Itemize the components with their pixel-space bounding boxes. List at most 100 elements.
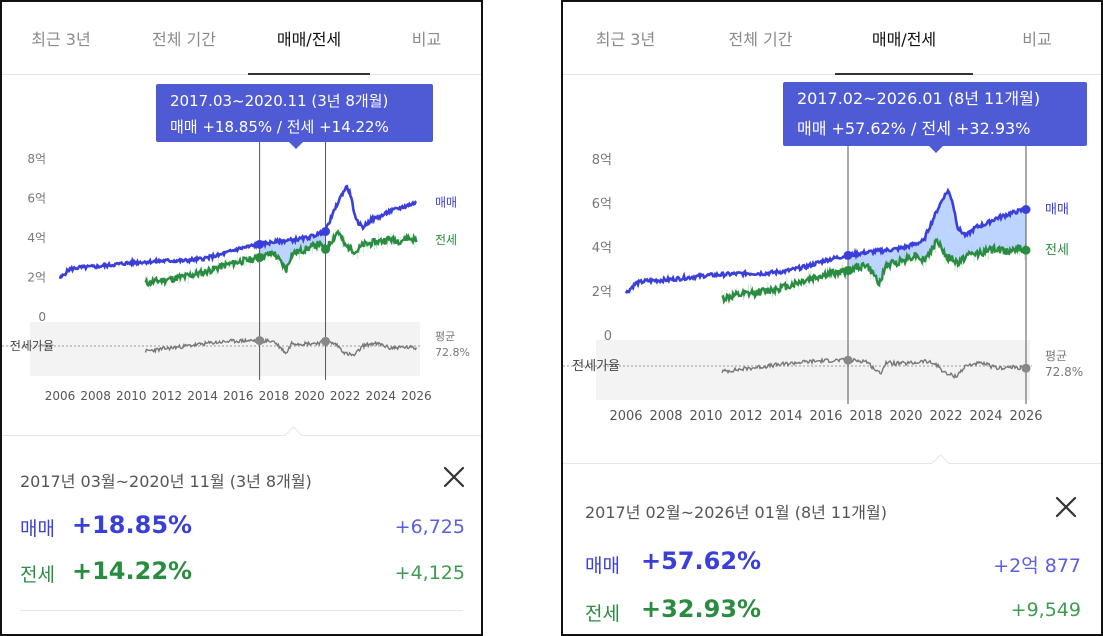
tooltip-period: 2017.03~2020.11 (3년 8개월) [170,92,388,110]
tab-all-period[interactable]: 전체 기간 [688,2,833,74]
x-tick-label: 2018 [849,409,882,424]
y-tick-label: 8억 [592,153,612,168]
close-icon[interactable] [1053,494,1079,520]
x-tick-label: 2006 [609,409,642,424]
price-chart-svg[interactable]: 8억 6억 4억 2억 0 전세가율 2006 2008 2010 2012 2014 2016 201… [563,74,1101,462]
x-tick-label: 2024 [969,409,1002,424]
jeonse-point-marker [255,253,265,263]
tab-recent-3y[interactable]: 최근 3년 [2,2,120,74]
price-chart-svg[interactable]: 8억 6억 4억 2억 0 전세가율 2006 2008 2010 2012 2014 2016 201… [2,74,481,434]
close-icon[interactable] [441,464,467,490]
tooltip-period: 2017.02~2026.01 (8년 11개월) [797,89,1040,108]
x-tick-label: 2008 [80,389,111,403]
tab-label: 최근 3년 [595,30,656,49]
selection-gap-fill [259,231,326,270]
sale-series-line [624,187,1027,294]
tab-compare[interactable]: 비교 [370,2,481,74]
sale-change-percent: +18.85% [72,511,193,539]
jeonse-point-marker [1021,245,1031,255]
tab-label: 전체 기간 [152,30,216,49]
x-tick-label: 2014 [187,389,218,403]
selection-gap-fill [848,190,1026,284]
jeonse-label: 전세 [20,564,55,586]
sale-label: 매매 [20,518,55,540]
sale-series-line [58,184,417,280]
x-tick-label: 2016 [809,409,842,424]
range-tooltip [156,84,433,142]
summary-period: 2017년 03월~2020년 11월 (3년 8개월) [20,472,312,491]
chart-summary-divider [2,435,481,436]
tab-label: 비교 [411,30,442,49]
y-tick-label: 0 [604,329,612,344]
x-tick-label: 2026 [401,389,432,403]
price-chart[interactable]: 8억 6억 4억 2억 0 전세가율 2006 2008 2010 2012 2014 2016 201… [2,74,481,434]
sale-label: 매매 [585,555,620,577]
x-tick-label: 2026 [1009,409,1042,424]
ratio-point-marker [843,355,853,365]
y-tick-label: 2억 [27,271,46,285]
active-tab-underline [248,73,370,75]
period-tabs: 최근 3년 전체 기간 매매/전세 비교 [2,2,481,75]
x-tick-label: 2010 [116,389,147,403]
tab-sale-jeonse[interactable]: 매매/전세 [835,2,973,75]
jeonse-change-amount: +4,125 [394,562,465,584]
x-tick-label: 2020 [889,409,922,424]
ratio-point-marker [1021,363,1031,373]
sale-point-marker [321,226,331,236]
y-tick-label: 0 [38,310,46,324]
ratio-point-marker [321,336,331,346]
tab-sale-jeonse[interactable]: 매매/전세 [248,2,370,75]
y-tick-label: 8억 [27,152,46,166]
x-tick-label: 2016 [223,389,254,403]
y-tick-label: 4억 [592,241,612,256]
tab-label: 전체 기간 [728,30,793,49]
y-tick-label: 6억 [592,197,612,212]
chart-summary-divider [563,463,1101,464]
tab-label: 최근 3년 [31,30,91,49]
x-tick-label: 2024 [366,389,397,403]
x-tick-label: 2006 [45,389,76,403]
jeonse-label: 전세 [585,603,620,625]
tooltip-arrow [289,142,303,149]
tab-recent-3y[interactable]: 최근 3년 [563,2,688,74]
tab-all-period[interactable]: 전체 기간 [120,2,248,74]
y-tick-label: 4억 [27,231,46,245]
legend-sale: 매매 [1045,203,1069,218]
period-tabs: 최근 3년 전체 기간 매매/전세 비교 [563,2,1101,75]
x-tick-label: 2012 [152,389,183,403]
price-chart[interactable]: 8억 6억 4억 2억 0 전세가율 2006 2008 2010 2012 2014 2016 201… [563,74,1101,462]
average-label: 평균 [1045,349,1067,363]
jeonse-point-marker [843,265,853,275]
jeonse-series-line [721,238,1028,305]
jeonse-point-marker [321,244,331,254]
sale-point-marker [843,250,853,260]
ratio-point-marker [255,336,265,346]
jeonse-series-line [144,229,418,288]
jeonse-change-percent: +32.93% [641,595,762,623]
ratio-label: 전세가율 [572,359,620,374]
average-label: 평균 [435,330,455,343]
legend-jeonse: 전세 [435,233,457,247]
average-value: 72.8% [1045,365,1083,379]
y-tick-label: 2억 [592,285,612,300]
average-value: 72.8% [435,346,470,359]
sale-point-marker [255,239,265,249]
tooltip-changes: 매매 +18.85% / 전세 +14.22% [170,118,389,136]
sale-point-marker [1021,205,1031,214]
sale-change-percent: +57.62% [641,547,762,575]
ratio-band [596,340,1030,400]
x-tick-label: 2022 [929,409,962,424]
chart-card-right: 최근 3년 전체 기간 매매/전세 비교 8억 6억 4억 2억 0 전세가율 2006 20… [561,0,1103,636]
x-tick-label: 2008 [649,409,682,424]
legend-jeonse: 전세 [1045,243,1069,258]
tab-compare[interactable]: 비교 [973,2,1101,74]
summary-period: 2017년 02월~2026년 01월 (8년 11개월) [585,503,887,522]
legend-sale: 매매 [435,195,457,209]
x-tick-label: 2022 [330,389,361,403]
tooltip-arrow [929,146,943,153]
tab-label: 비교 [1022,30,1052,49]
ratio-series-line [721,356,1027,380]
x-tick-label: 2014 [769,409,802,424]
jeonse-change-percent: +14.22% [72,557,193,585]
tab-label: 매매/전세 [871,30,937,49]
